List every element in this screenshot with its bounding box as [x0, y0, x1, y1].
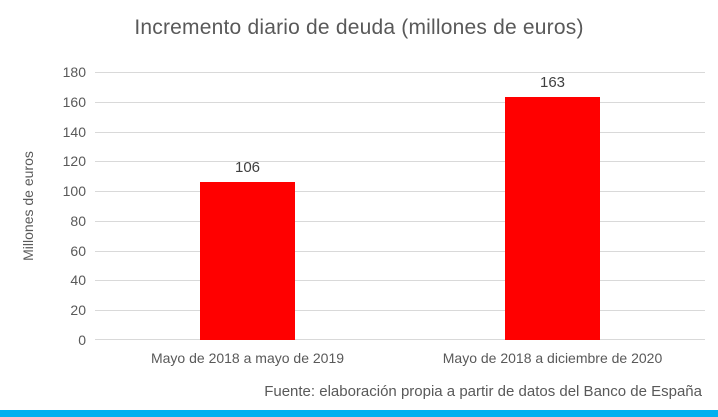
x-axis-labels: Mayo de 2018 a mayo de 2019 Mayo de 2018 … [95, 350, 705, 370]
gridline [95, 191, 705, 193]
y-tick-label: 0 [78, 332, 86, 348]
y-tick-label: 80 [70, 212, 86, 229]
y-tick-label: 120 [62, 153, 86, 170]
gridline [95, 161, 705, 163]
y-tick-label: 140 [62, 123, 86, 140]
y-axis-ticks: 0 20 40 60 80 100 120 140 160 180 [0, 65, 86, 347]
gridline [95, 101, 705, 103]
gridline [95, 131, 705, 133]
y-tick-label: 60 [70, 242, 86, 259]
x-axis-label: Mayo de 2018 a diciembre de 2020 [442, 350, 663, 366]
y-tick-label: 40 [70, 272, 86, 289]
gridline [95, 72, 705, 73]
gridline [95, 339, 705, 340]
gridline [95, 310, 705, 312]
y-tick-label: 20 [70, 302, 86, 319]
x-axis-label: Mayo de 2018 a mayo de 2019 [150, 350, 345, 366]
gridline [95, 280, 705, 282]
bar-value-label: 163 [539, 74, 566, 92]
y-tick-label: 180 [62, 64, 86, 80]
source-note: Fuente: elaboración propia a partir de d… [264, 383, 702, 400]
gridline [95, 250, 705, 252]
bar-1 [505, 97, 600, 340]
bottom-accent-strip [0, 410, 718, 417]
bar-value-label: 106 [234, 159, 261, 177]
chart-title: Incremento diario de deuda (millones de … [134, 16, 584, 39]
plot-area: 106 163 [95, 72, 705, 340]
y-tick-label: 160 [62, 93, 86, 110]
bar-0 [200, 182, 295, 340]
y-tick-label: 100 [62, 183, 86, 200]
gridline [95, 220, 705, 222]
